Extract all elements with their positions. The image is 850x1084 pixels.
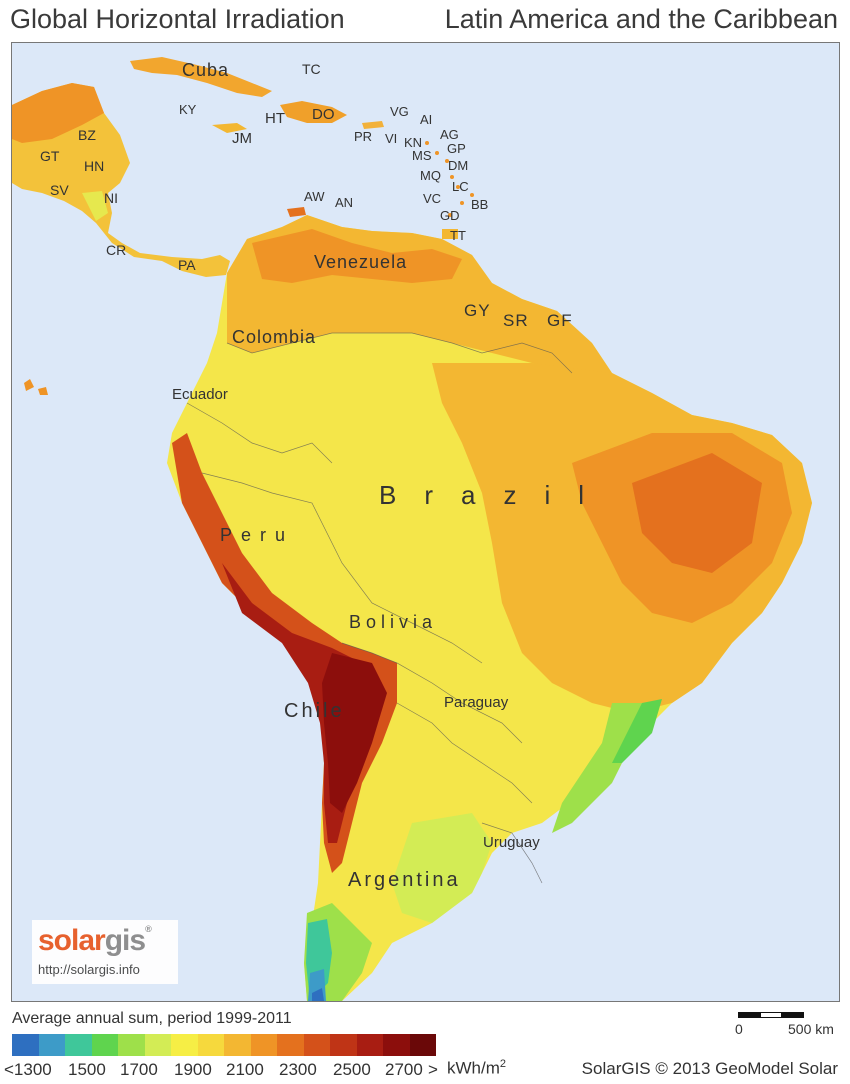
label-gf: GF <box>547 311 573 330</box>
label-ms: MS <box>412 148 432 163</box>
legend-swatch <box>409 1034 436 1056</box>
scale-segment-2 <box>760 1012 782 1018</box>
label-tc: TC <box>302 61 321 77</box>
label-bolivia: Bolivia <box>349 612 438 632</box>
legend-tick-label: 2100 <box>226 1060 264 1079</box>
label-do: DO <box>312 106 335 123</box>
label-ni: NI <box>104 190 118 206</box>
label-lc: LC <box>452 179 469 194</box>
legend-caption: Average annual sum, period 1999-2011 <box>12 1010 292 1027</box>
legend-unit-sup: 2 <box>499 1058 507 1070</box>
legend-tick-label: <1300 <box>4 1060 52 1079</box>
scale-segment-3 <box>782 1012 804 1018</box>
label-uruguay: Uruguay <box>483 834 540 851</box>
legend-swatch <box>224 1034 251 1056</box>
legend-swatch <box>383 1034 410 1056</box>
label-cuba: Cuba <box>182 60 230 80</box>
label-colombia: Colombia <box>232 327 317 347</box>
label-bz: BZ <box>78 127 96 143</box>
legend-swatch <box>277 1034 304 1056</box>
label-gp: GP <box>447 141 466 156</box>
legend-swatch <box>118 1034 145 1056</box>
label-dm: DM <box>448 158 469 173</box>
legend-swatch <box>303 1034 330 1056</box>
south-america <box>167 215 812 1001</box>
legend-tick-label: 1900 <box>174 1060 212 1079</box>
legend-tick-label: 1500 <box>68 1060 106 1079</box>
logo-registered-mark: ® <box>145 924 152 934</box>
legend-unit-text: kWh/m <box>447 1058 500 1078</box>
scale-bar <box>738 1012 804 1018</box>
legend-swatch <box>65 1034 92 1056</box>
map-canvas <box>12 43 839 1001</box>
label-sr: SR <box>503 311 529 330</box>
label-hn: HN <box>84 158 105 174</box>
label-gt: GT <box>40 148 60 164</box>
legend-swatch <box>12 1034 39 1056</box>
legend-swatch <box>91 1034 118 1056</box>
label-gy: GY <box>464 301 491 320</box>
scale-distance-label: 500 km <box>788 1021 834 1037</box>
label-ky: KY <box>179 102 197 117</box>
legend-swatch <box>356 1034 383 1056</box>
copyright: SolarGIS © 2013 GeoModel Solar <box>581 1059 838 1078</box>
legend-swatch <box>171 1034 198 1056</box>
label-brazil: Brazil <box>379 480 613 510</box>
label-tt: TT <box>450 228 466 243</box>
legend-tick-label: 2500 <box>333 1060 371 1079</box>
legend-swatch <box>38 1034 65 1056</box>
label-ht: HT <box>265 110 285 127</box>
label-pa: PA <box>178 257 196 273</box>
label-bb: BB <box>471 197 489 212</box>
label-vg: VG <box>390 104 409 119</box>
legend-unit: kWh/m2 <box>447 1058 506 1079</box>
scale-zero-label: 0 <box>735 1021 743 1037</box>
label-ecuador: Ecuador <box>172 386 228 403</box>
legend-swatch <box>330 1034 357 1056</box>
legend-tick-label: 2300 <box>279 1060 317 1079</box>
label-pr: PR <box>354 129 373 144</box>
label-jm: JM <box>232 130 252 147</box>
region-title: Latin America and the Caribbean <box>444 4 838 34</box>
label-venezuela: Venezuela <box>314 252 408 272</box>
central-america <box>12 83 230 277</box>
scale-segment-1 <box>738 1012 760 1018</box>
irradiation-map[interactable]: Cuba TC KY JM HT DO PR VI VG AI AG KN GP… <box>11 42 840 1002</box>
label-vi: VI <box>385 131 398 146</box>
label-mq: MQ <box>420 168 441 183</box>
label-gd: GD <box>440 208 460 223</box>
legend-tick-label: 1700 <box>120 1060 158 1079</box>
legend-swatch <box>250 1034 277 1056</box>
label-vc: VC <box>423 191 442 206</box>
logo-gis-text: gis <box>104 924 146 957</box>
label-peru: Peru <box>220 525 295 545</box>
label-cr: CR <box>106 242 127 258</box>
legend-tick-label: 2700 <box>385 1060 423 1079</box>
legend-tick-label: > <box>428 1060 438 1079</box>
logo-solar-text: solar <box>38 924 106 957</box>
logo-url[interactable]: http://solargis.info <box>38 962 140 977</box>
label-aw: AW <box>304 189 325 204</box>
legend-color-bar <box>12 1034 436 1056</box>
map-title: Global Horizontal Irradiation <box>10 4 345 34</box>
label-argentina: Argentina <box>348 869 461 891</box>
label-sv: SV <box>50 182 69 198</box>
caribbean-islands <box>24 57 474 395</box>
label-ag: AG <box>440 127 459 142</box>
label-paraguay: Paraguay <box>444 694 509 711</box>
country-borders <box>186 332 573 884</box>
label-an: AN <box>335 195 354 210</box>
solargis-logo[interactable]: solargis® http://solargis.info <box>32 920 178 984</box>
label-chile: Chile <box>284 700 345 722</box>
label-ai: AI <box>420 112 433 127</box>
legend-swatch <box>197 1034 224 1056</box>
legend-swatch <box>144 1034 171 1056</box>
label-kn: KN <box>404 135 423 150</box>
logo-wordmark: solargis® <box>38 924 152 958</box>
